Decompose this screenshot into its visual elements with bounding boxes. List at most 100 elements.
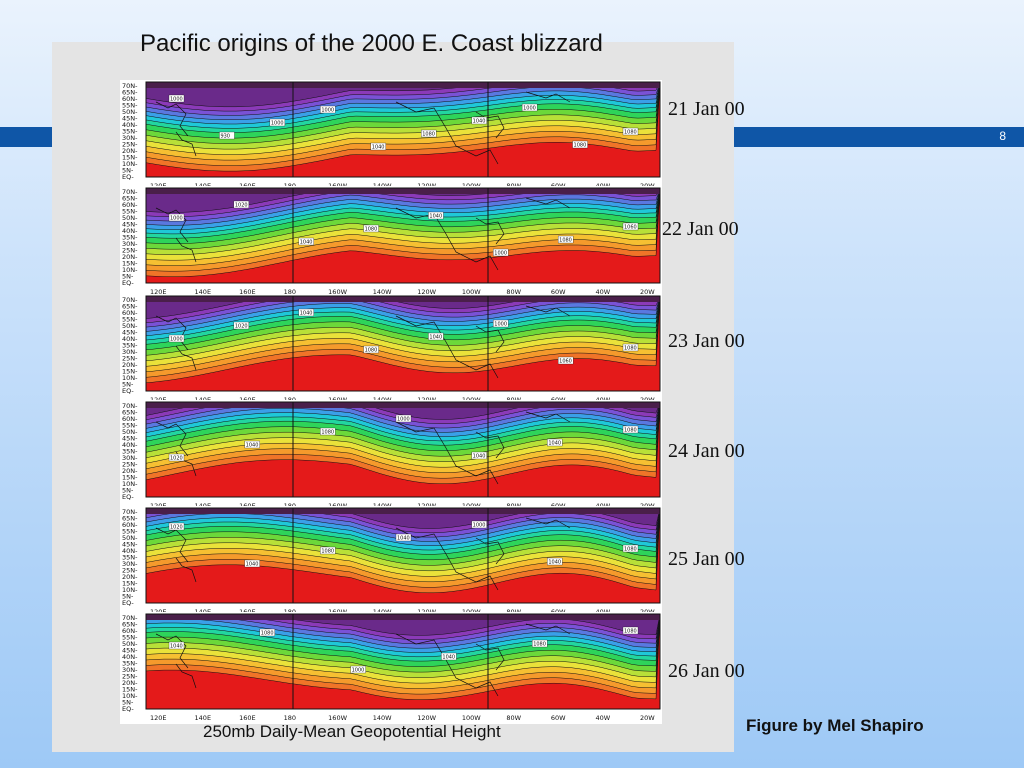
contour-value-label: 1080 [320,546,336,555]
svg-text:1040: 1040 [473,119,486,125]
latitude-label: 35N- [122,234,138,242]
height-map-panel: 70N- 65N- 60N- 55N- 50N- 45N- 40N- 35N- 30N- 25N-… [120,400,662,512]
longitude-label: 140E [195,288,212,296]
latitude-label: 15N- [122,260,138,268]
latitude-label: EQ- [122,705,134,713]
latitude-label: 25N- [122,247,138,255]
latitude-label: 40N- [122,547,138,555]
contour-value-label: 1040 [471,451,487,460]
latitude-label: 30N- [122,134,138,142]
coastline [475,111,505,139]
contour-value-label: 1080 [572,140,588,149]
svg-text:1080: 1080 [624,346,637,352]
latitude-label: 55N- [122,634,138,642]
page-number: 8 [999,129,1006,143]
latitude-label: 20N- [122,467,138,475]
longitude-label: 180 [284,288,296,296]
contour-value-label: 1040 [428,211,444,220]
latitude-label: 50N- [122,640,138,648]
contour-value-label: 1060 [557,356,574,365]
latitude-label: 60N- [122,521,138,529]
contour-value-label: 1080 [622,425,639,434]
latitude-label: 45N- [122,221,138,229]
slide-title: Pacific origins of the 2000 E. Coast bli… [140,30,603,57]
map-border [145,187,661,284]
contour-value-label: 1000 [471,520,487,529]
panel-date-label: 24 Jan 00 [668,440,745,462]
longitude-label: 160W [328,714,347,722]
longitude-label: 60W [551,714,566,722]
latitude-label: 70N- [122,614,138,622]
latitude-label: 10N- [122,266,138,274]
svg-text:1000: 1000 [170,337,183,343]
longitude-axis: 120E 140E 160E 180 160W 140W 120W 100W 80W 60W 40W… [150,714,655,722]
svg-text:1020: 1020 [170,525,183,531]
height-map-panel: 70N- 65N- 60N- 55N- 50N- 45N- 40N- 35N- 30N- 25N-… [120,506,662,618]
latitude-label: 70N- [122,82,138,90]
latitude-label: 25N- [122,673,138,681]
coastline [475,217,505,245]
coastline [475,643,505,671]
latitude-label: 45N- [122,329,138,337]
map-border [145,295,661,392]
svg-text:1020: 1020 [170,456,183,462]
coastline [175,345,197,371]
height-map-panel: 70N- 65N- 60N- 55N- 50N- 45N- 40N- 35N- 30N- 25N-… [120,186,662,298]
latitude-label: 40N- [122,653,138,661]
coastline [525,623,571,635]
latitude-label: 5N- [122,167,134,175]
coastline [155,421,189,457]
contour-value-label: 1060 [622,222,639,231]
latitude-label: 55N- [122,316,138,324]
contour-value-label: 1040 [168,641,185,650]
latitude-label: 60N- [122,95,138,103]
contour-value-label: 1040 [428,332,444,341]
latitude-label: 35N- [122,448,138,456]
coastline [475,325,505,353]
longitude-label: 180 [284,714,296,722]
latitude-label: 5N- [122,699,134,707]
longitude-label: 160E [239,714,256,722]
coastline [155,633,189,669]
svg-text:1040: 1040 [548,441,561,447]
latitude-label: 20N- [122,573,138,581]
svg-text:1080: 1080 [624,130,637,136]
contour-value-label: 1080 [421,129,437,138]
svg-text:1080: 1080 [624,428,637,434]
latitude-label: 20N- [122,679,138,687]
latitude-label: 55N- [122,422,138,430]
latitude-label: 65N- [122,515,138,523]
latitude-label: 10N- [122,586,138,594]
svg-text:1000: 1000 [352,668,365,674]
latitude-label: 60N- [122,627,138,635]
svg-text:1040: 1040 [246,562,259,568]
latitude-label: 35N- [122,660,138,668]
latitude-label: 25N- [122,567,138,575]
longitude-label: 20W [640,714,655,722]
coastline [175,663,197,689]
contour-value-label: 1040 [441,652,457,661]
coastline [475,537,505,565]
latitude-label: 55N- [122,528,138,536]
coastline [155,101,189,137]
latitude-label: 5N- [122,593,134,601]
longitude-label: 160E [239,288,256,296]
height-field [146,614,660,709]
map-border [145,613,661,710]
contour-value-label: 1080 [259,628,275,637]
latitude-label: 10N- [122,374,138,382]
height-field [146,402,660,497]
svg-text:1080: 1080 [559,238,572,244]
longitude-label: 120E [150,714,167,722]
latitude-label: 65N- [122,303,138,311]
latitude-label: 25N- [122,141,138,149]
svg-text:1040: 1040 [372,145,385,151]
longitude-label: 160W [328,288,347,296]
latitude-label: 25N- [122,355,138,363]
svg-text:1040: 1040 [429,214,442,220]
latitude-label: 45N- [122,115,138,123]
contour-value-label: 1040 [471,116,487,125]
svg-text:1000: 1000 [494,322,507,328]
latitude-label: 55N- [122,208,138,216]
longitude-label: 20W [640,288,655,296]
